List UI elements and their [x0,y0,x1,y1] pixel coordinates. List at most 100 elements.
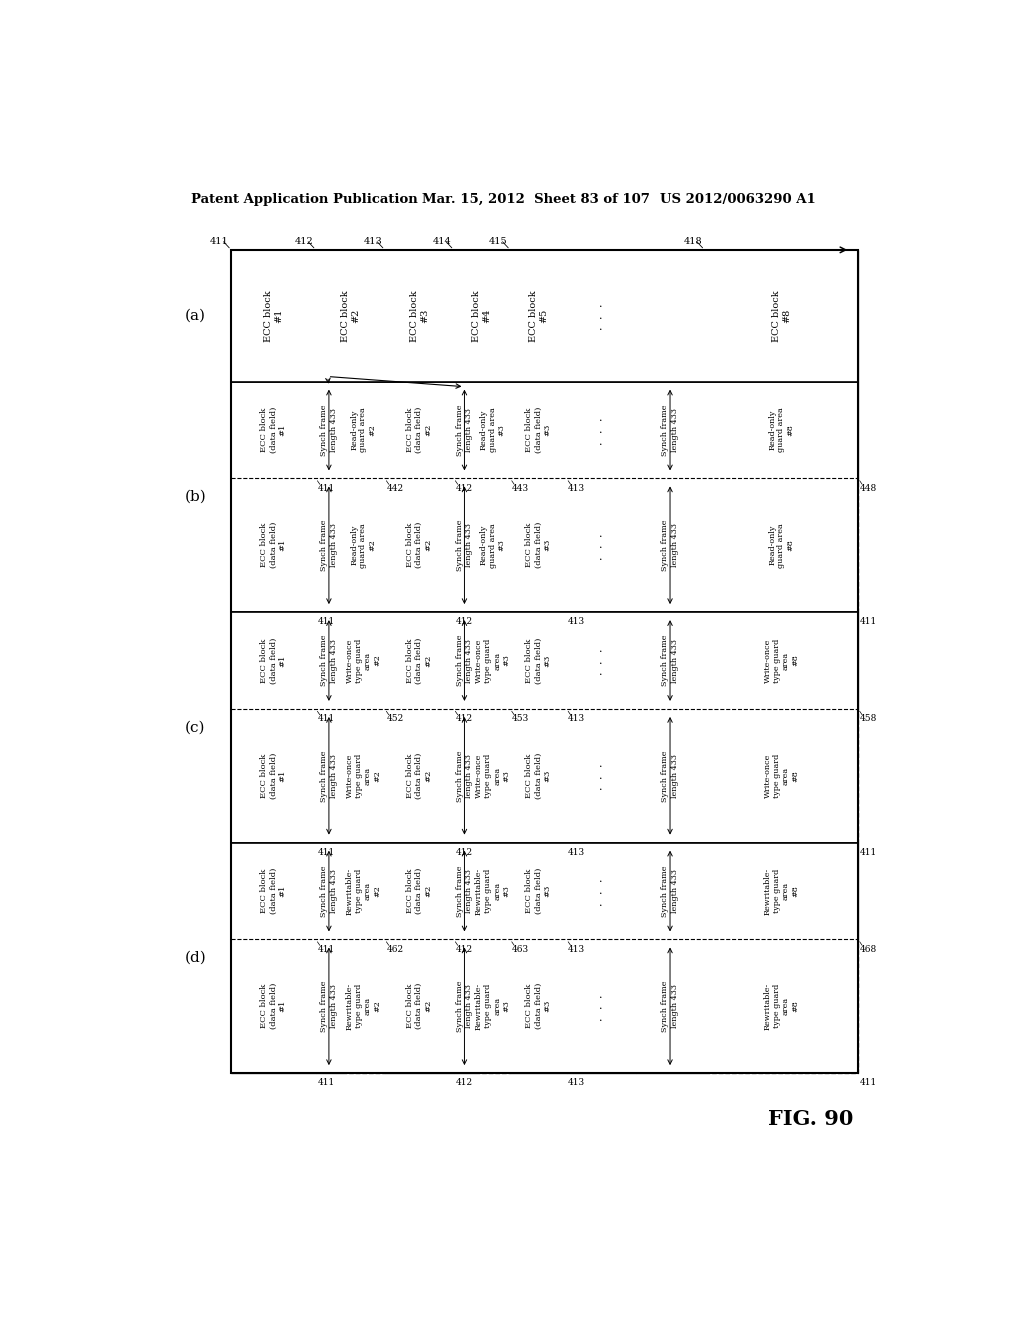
Text: Rewritable-
type guard
area
#3: Rewritable- type guard area #3 [475,982,511,1030]
Text: 412: 412 [456,483,472,492]
Bar [566,612,636,709]
Text: 442: 442 [386,483,403,492]
Text: 418: 418 [683,236,702,246]
Text: ECC block
#8: ECC block #8 [772,290,791,342]
Bar [566,478,636,612]
Text: Read-only
guard area
#3: Read-only guard area #3 [479,408,506,453]
Text: 462: 462 [386,945,403,953]
Bar [454,249,510,381]
Text: Synch frame
length 433: Synch frame length 433 [456,750,473,801]
Text: 411: 411 [317,847,335,857]
Text: ECC block
(data field)
#3: ECC block (data field) #3 [525,523,552,569]
Text: Synch frame
length 433: Synch frame length 433 [456,635,473,686]
Text: ECC block
(data field)
#2: ECC block (data field) #2 [407,867,432,915]
Text: Synch frame
length 433: Synch frame length 433 [662,981,679,1032]
Bar [231,842,315,940]
Bar [231,612,858,842]
Bar [510,249,566,381]
Text: 412: 412 [295,236,313,246]
Text: Synch frame
length 433: Synch frame length 433 [456,520,473,572]
Bar [342,478,385,612]
Text: 413: 413 [568,1078,586,1088]
Text: ECC block
(data field)
#2: ECC block (data field) #2 [407,983,432,1030]
Text: 411: 411 [860,1078,877,1088]
Text: ECC block
(data field)
#3: ECC block (data field) #3 [525,752,552,799]
Text: 412: 412 [456,945,472,953]
Bar [566,709,636,842]
Bar [315,842,342,940]
Bar [315,940,342,1073]
Bar [315,709,342,842]
Bar [475,940,510,1073]
Text: Read-only
guard area
#3: Read-only guard area #3 [479,523,506,568]
Text: Synch frame
length 433: Synch frame length 433 [662,520,679,572]
Text: ECC block
(data field)
#2: ECC block (data field) #2 [407,523,432,569]
Bar [342,381,385,478]
Bar [342,842,385,940]
Text: Synch frame
length 433: Synch frame length 433 [456,866,473,917]
Text: Read-only
guard area
#8: Read-only guard area #8 [768,523,795,568]
Text: Synch frame
length 433: Synch frame length 433 [662,750,679,801]
Bar [385,612,454,709]
Text: ECC block
(data field)
#2: ECC block (data field) #2 [407,638,432,684]
Text: 412: 412 [456,1078,472,1088]
Text: .
.
.: . . . [599,529,603,562]
Text: 414: 414 [432,236,452,246]
Bar [454,478,475,612]
Bar [231,249,315,381]
Text: FIG. 90: FIG. 90 [768,1109,853,1129]
Bar [231,381,315,478]
Bar [475,842,510,940]
Bar [454,381,475,478]
Text: ECC block
(data field)
#2: ECC block (data field) #2 [407,407,432,453]
Text: (d): (d) [184,950,206,965]
Text: (a): (a) [185,309,206,322]
Bar [231,249,858,1073]
Text: 463: 463 [512,945,528,953]
Bar [510,612,566,709]
Text: (c): (c) [185,721,206,734]
Text: Write-once
type guard
area
#3: Write-once type guard area #3 [475,639,511,682]
Bar [510,709,566,842]
Text: Write-once
type guard
area
#2: Write-once type guard area #2 [345,754,381,799]
Text: Synch frame
length 433: Synch frame length 433 [662,635,679,686]
Text: ECC block
(data field)
#1: ECC block (data field) #1 [260,867,287,915]
Bar [454,709,475,842]
Bar [510,381,566,478]
Text: 413: 413 [568,483,586,492]
Text: 412: 412 [456,618,472,626]
Bar [315,381,342,478]
Text: (b): (b) [184,490,206,504]
Text: ECC block
(data field)
#1: ECC block (data field) #1 [260,523,287,569]
Text: Synch frame
length 433: Synch frame length 433 [321,635,338,686]
Text: 413: 413 [568,618,586,626]
Text: ECC block
(data field)
#2: ECC block (data field) #2 [407,752,432,799]
Text: Rewritable-
type guard
area
#8: Rewritable- type guard area #8 [764,982,799,1030]
Text: Write-once
type guard
area
#8: Write-once type guard area #8 [764,754,799,799]
Text: ECC block
(data field)
#1: ECC block (data field) #1 [260,983,287,1030]
Text: Synch frame
length 433: Synch frame length 433 [456,981,473,1032]
Text: ECC block
#5: ECC block #5 [528,290,548,342]
Text: Synch frame
length 433: Synch frame length 433 [662,866,679,917]
Text: Rewritable-
type guard
area
#3: Rewritable- type guard area #3 [475,867,511,915]
Text: 411: 411 [860,847,877,857]
Bar [385,381,454,478]
Bar [510,478,566,612]
Text: 411: 411 [317,945,335,953]
Bar [636,842,705,940]
Text: ECC block
#4: ECC block #4 [472,290,492,342]
Bar [636,940,705,1073]
Text: 411: 411 [210,236,228,246]
Text: 411: 411 [317,618,335,626]
Bar [315,249,385,381]
Bar [705,940,858,1073]
Text: 411: 411 [317,1078,335,1088]
Text: ECC block
(data field)
#3: ECC block (data field) #3 [525,638,552,684]
Text: Synch frame
length 433: Synch frame length 433 [321,981,338,1032]
Bar [342,709,385,842]
Text: Synch frame
length 433: Synch frame length 433 [456,404,473,455]
Text: ECC block
(data field)
#1: ECC block (data field) #1 [260,407,287,453]
Text: 443: 443 [512,483,528,492]
Text: 412: 412 [456,714,472,723]
Bar [636,478,705,612]
